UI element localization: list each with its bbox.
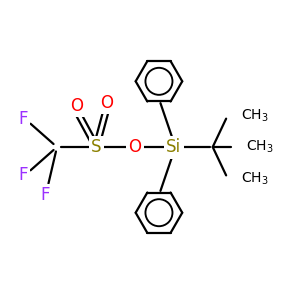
Text: F: F [41, 186, 50, 204]
Text: F: F [18, 110, 28, 128]
Text: F: F [18, 167, 28, 184]
Text: O: O [129, 138, 142, 156]
Text: CH$_3$: CH$_3$ [241, 107, 269, 124]
Text: S: S [91, 138, 101, 156]
Text: CH$_3$: CH$_3$ [241, 170, 269, 187]
Text: O: O [100, 94, 113, 112]
Text: CH$_3$: CH$_3$ [246, 139, 273, 155]
Text: O: O [70, 97, 83, 115]
Text: Si: Si [166, 138, 182, 156]
